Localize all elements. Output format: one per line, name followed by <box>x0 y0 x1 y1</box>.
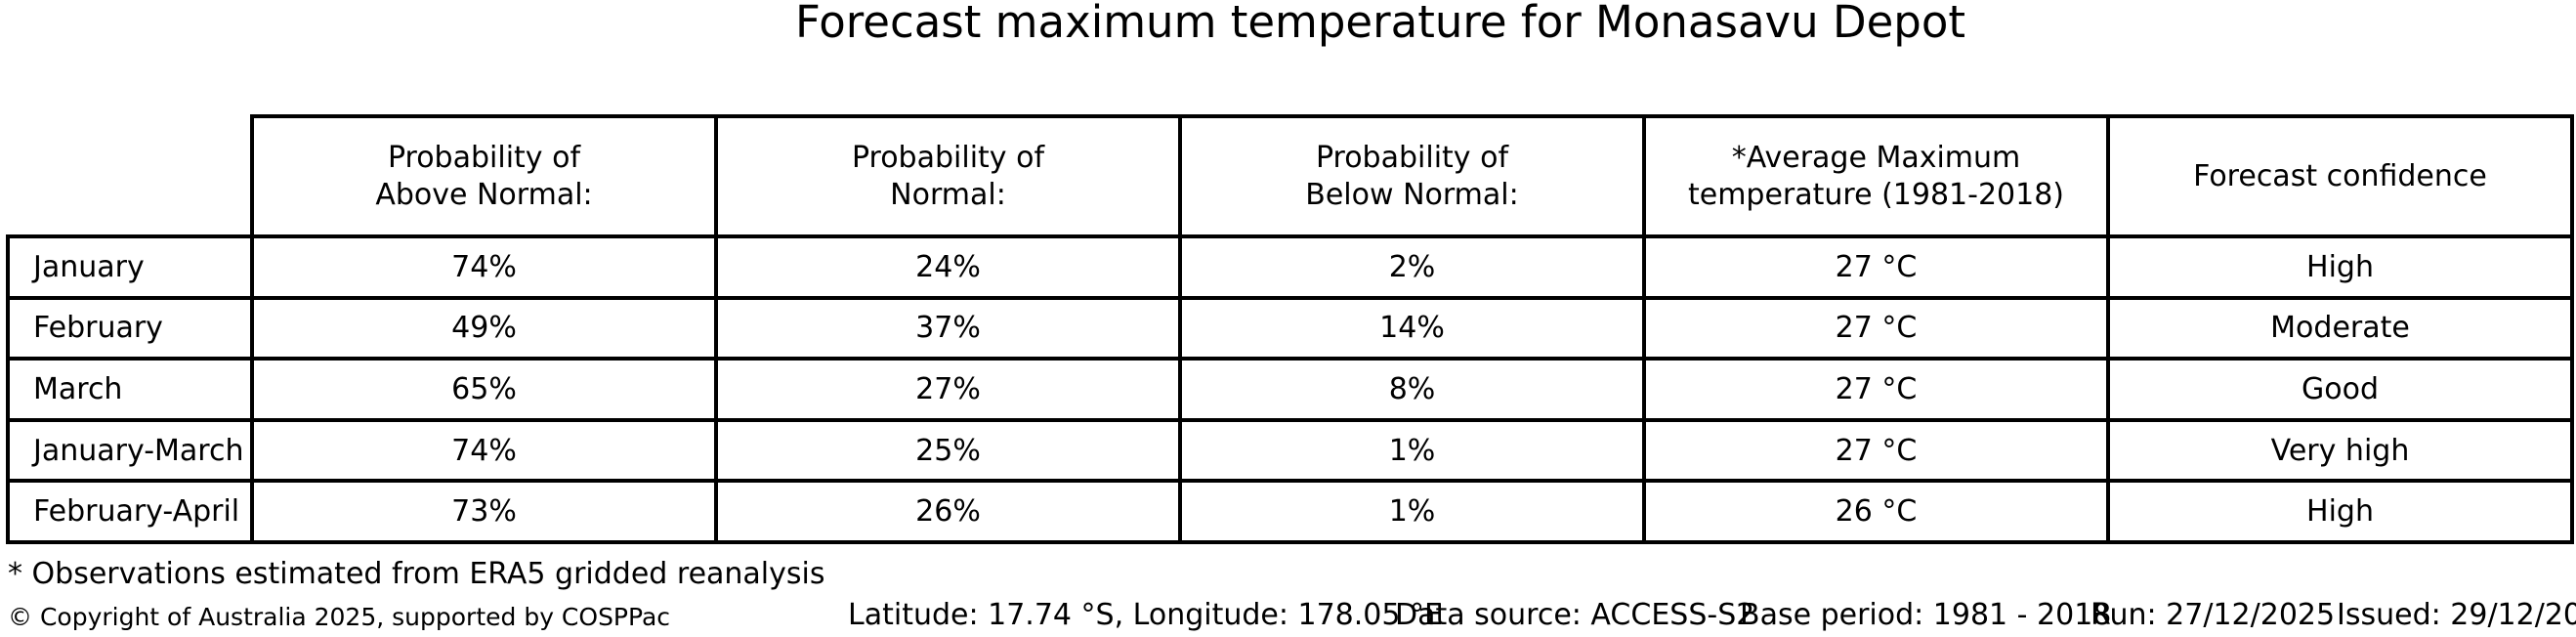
forecast-table: Probability of Above Normal: Probability… <box>6 114 2574 544</box>
row-label: February-April <box>6 479 254 544</box>
table-row-february-april: February-April 73% 26% 1% 26 °C High <box>6 479 2574 544</box>
col-header-above-normal: Probability of Above Normal: <box>250 114 718 238</box>
issued-date-text: Issued: 29/12/2025 <box>2337 598 2576 632</box>
table-header-row: Probability of Above Normal: Probability… <box>8 114 2574 238</box>
row-label: February <box>6 295 254 361</box>
data-cell: High <box>2106 234 2574 300</box>
data-cell: 26 °C <box>1642 479 2110 544</box>
data-cell: 73% <box>250 479 718 544</box>
col-header-below-normal: Probability of Below Normal: <box>1178 114 1646 238</box>
row-label: January <box>6 234 254 300</box>
data-cell: High <box>2106 479 2574 544</box>
data-cell: 2% <box>1178 234 1646 300</box>
data-cell: 25% <box>714 417 1182 484</box>
base-period-text: Base period: 1981 - 2018 <box>1740 598 2112 632</box>
data-cell: 65% <box>250 357 718 422</box>
data-cell: 27% <box>714 357 1182 422</box>
table-corner-cell <box>8 116 252 236</box>
data-cell: 74% <box>250 234 718 300</box>
data-cell: Moderate <box>2106 295 2574 361</box>
location-text: Latitude: 17.74 °S, Longitude: 178.05 °E <box>848 598 1443 632</box>
data-cell: 37% <box>714 295 1182 361</box>
row-label: January-March <box>6 417 254 484</box>
copyright-text: © Copyright of Australia 2025, supported… <box>8 603 671 631</box>
data-cell: 24% <box>714 234 1182 300</box>
data-cell: 26% <box>714 479 1182 544</box>
table-row-january-march: January-March 74% 25% 1% 27 °C Very high <box>6 417 2574 484</box>
data-source-text: Data source: ACCESS-S2 <box>1395 598 1755 632</box>
col-header-normal: Probability of Normal: <box>714 114 1182 238</box>
data-cell: 27 °C <box>1642 295 2110 361</box>
data-cell: 27 °C <box>1642 357 2110 422</box>
page-title: Forecast maximum temperature for Monasav… <box>794 0 1966 48</box>
footer-bar: © Copyright of Australia 2025, supported… <box>0 598 2576 637</box>
run-date-text: Run: 27/12/2025 <box>2090 598 2336 632</box>
data-cell: 27 °C <box>1642 417 2110 484</box>
data-cell: 14% <box>1178 295 1646 361</box>
data-cell: 27 °C <box>1642 234 2110 300</box>
data-cell: 49% <box>250 295 718 361</box>
col-header-average-max-temp: *Average Maximum temperature (1981-2018) <box>1642 114 2110 238</box>
table-row-march: March 65% 27% 8% 27 °C Good <box>6 357 2574 422</box>
data-cell: 1% <box>1178 417 1646 484</box>
col-header-forecast-confidence: Forecast confidence <box>2106 114 2574 238</box>
data-cell: Very high <box>2106 417 2574 484</box>
footnote: * Observations estimated from ERA5 gridd… <box>8 557 825 591</box>
table-row-january: January 74% 24% 2% 27 °C High <box>6 234 2574 300</box>
data-cell: 1% <box>1178 479 1646 544</box>
row-label: March <box>6 357 254 422</box>
data-cell: 8% <box>1178 357 1646 422</box>
table-row-february: February 49% 37% 14% 27 °C Moderate <box>6 295 2574 361</box>
data-cell: 74% <box>250 417 718 484</box>
data-cell: Good <box>2106 357 2574 422</box>
